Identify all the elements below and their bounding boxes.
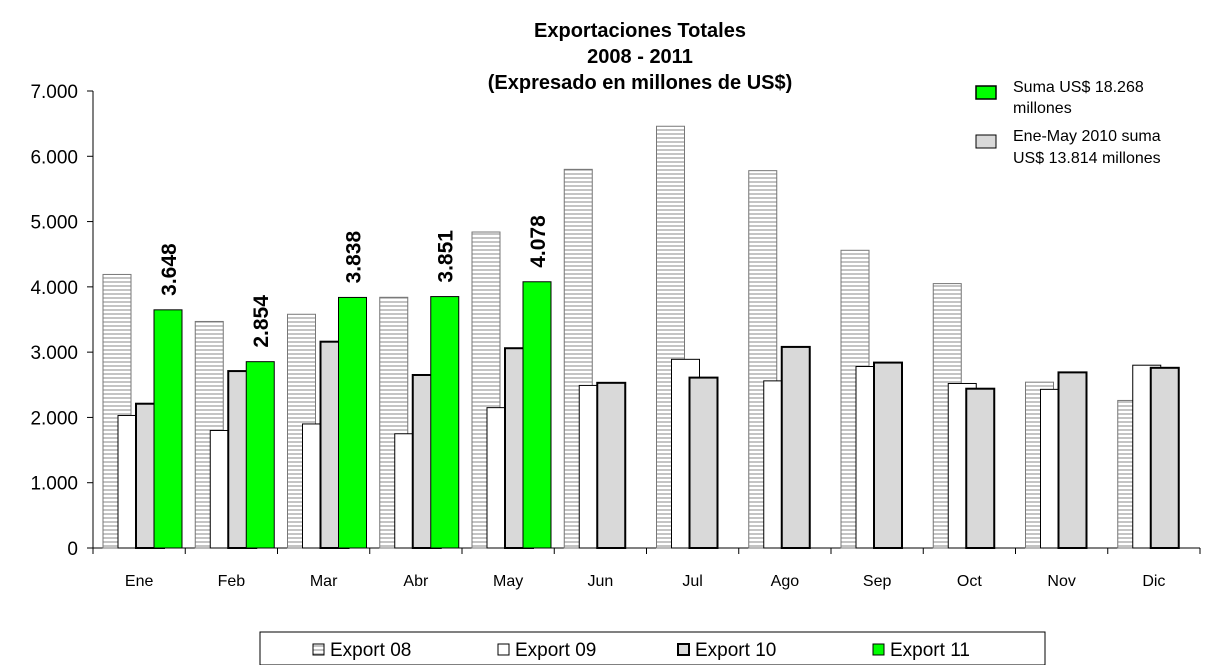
x-tick-label: May: [493, 573, 523, 590]
legend-frame: [259, 631, 1046, 665]
x-tick-label: Dic: [1142, 573, 1165, 590]
title-line-2: 2008 - 2011: [587, 46, 693, 68]
legend-swatch-export-10: [677, 643, 690, 656]
legend-swatch-export-09: [497, 643, 510, 656]
legend-label-export-08: Export 08: [330, 640, 411, 661]
x-tick-label: Nov: [1047, 573, 1075, 590]
bar-export-10: [1149, 366, 1180, 549]
y-tick-label: 5.000: [30, 213, 78, 234]
plot-area: 0 1.000 2.000 3.000 4.000 5.000 6.000 7.000 Ene F…: [30, 82, 1201, 590]
bar-export-10: [780, 345, 811, 550]
x-tick-label: Jun: [587, 573, 613, 590]
x-tick-label: Oct: [957, 573, 982, 590]
data-label-export-11: 2.854: [250, 295, 273, 348]
legend-swatch-export-08: [312, 643, 325, 656]
annotation-green-line-1: Suma US$ 18.268: [1013, 79, 1144, 96]
legend-swatch-export-11: [872, 643, 885, 656]
x-tick-label: Mar: [310, 573, 338, 590]
x-tick-label: Feb: [218, 573, 246, 590]
y-tick-label: 6.000: [30, 147, 78, 168]
bar-export-10: [596, 381, 627, 549]
x-tick-label: Ago: [771, 573, 800, 590]
y-tick-label: 3.000: [30, 343, 78, 364]
y-tick-label: 4.000: [30, 278, 78, 299]
bar-export-11: [430, 296, 460, 549]
y-tick-label: 2.000: [30, 408, 78, 429]
chart-title: Exportaciones Totales 2008 - 2011 (Expre…: [488, 20, 793, 94]
bar-export-11: [338, 296, 367, 549]
x-tick-label: Sep: [863, 573, 892, 590]
data-label-export-11: 4.078: [527, 215, 550, 268]
y-tick-label: 0: [67, 539, 78, 560]
x-tick-label: Jul: [682, 573, 702, 590]
title-line-1: Exportaciones Totales: [534, 20, 746, 42]
legend-label-export-09: Export 09: [515, 640, 596, 661]
data-label-export-11: 3.838: [343, 231, 366, 284]
x-tick-label: Ene: [125, 573, 154, 590]
annotation-gray-line-2: US$ 13.814 millones: [1013, 150, 1161, 167]
y-tick-label: 7.000: [30, 82, 78, 103]
annotation-swatch-green: [975, 85, 997, 100]
bar-export-10: [1057, 371, 1088, 550]
data-label-export-11: 3.648: [158, 243, 181, 296]
legend-label-export-10: Export 10: [695, 640, 776, 661]
bar-export-10: [688, 376, 719, 549]
annotation-box: Suma US$ 18.268 millones Ene-May 2010 su…: [975, 79, 1161, 167]
annotation-green-line-2: millones: [1013, 100, 1072, 117]
y-tick-label: 1.000: [30, 474, 78, 495]
data-label-export-11: 3.851: [435, 230, 458, 283]
bar-export-11: [153, 309, 183, 549]
x-tick-label: Abr: [403, 573, 429, 590]
bar-export-11: [245, 361, 275, 549]
bar-export-10: [873, 361, 903, 549]
annotation-swatch-gray: [975, 134, 997, 149]
legend-label-export-11: Export 11: [890, 640, 970, 661]
bar-export-10: [965, 387, 996, 549]
annotation-gray-line-1: Ene-May 2010 suma: [1013, 128, 1161, 145]
title-line-3: (Expresado en millones de US$): [488, 72, 793, 94]
legend: Export 08 Export 09 Export 10 Export 11: [259, 631, 1046, 665]
bar-export-11: [522, 281, 552, 549]
